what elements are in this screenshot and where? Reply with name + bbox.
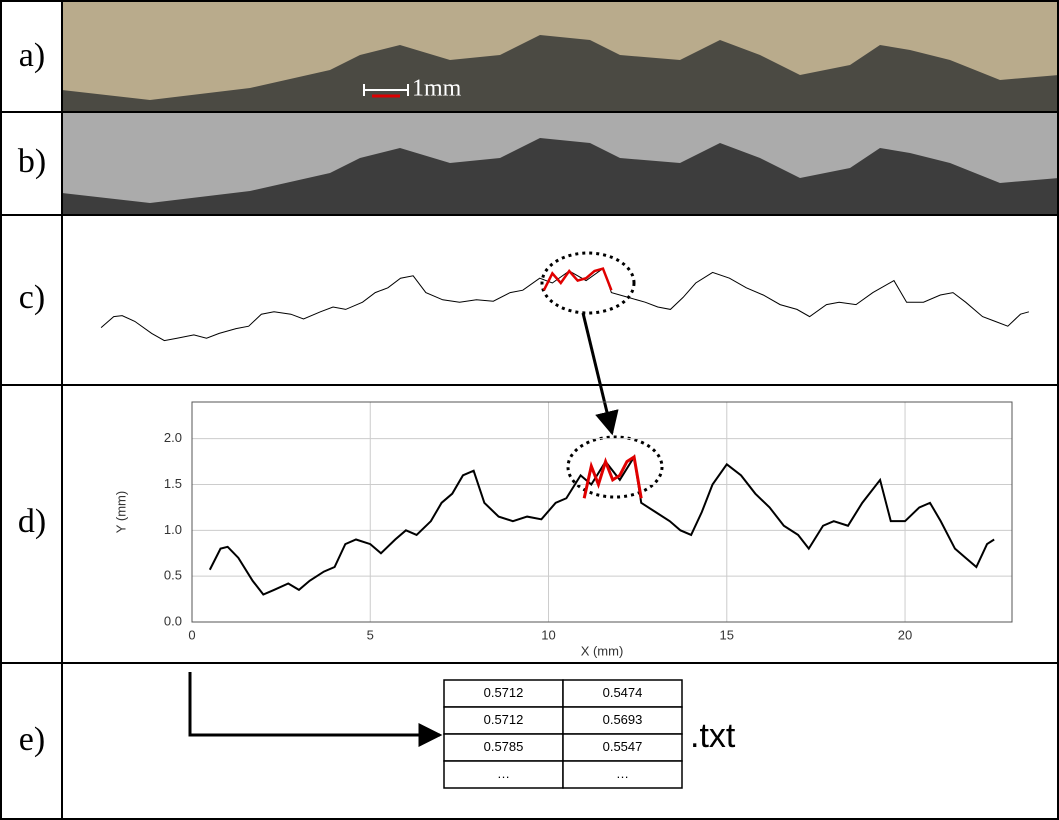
arrow — [190, 672, 440, 735]
y-tick-label: 0.5 — [164, 568, 182, 583]
x-axis-label: X (mm) — [581, 643, 624, 658]
y-tick-label: 0.0 — [164, 613, 182, 628]
table-text: 0.5693 — [603, 712, 643, 727]
table-text: 0.5547 — [603, 739, 643, 754]
panel-label: a) — [19, 37, 45, 74]
data-table: 0.5712 0.5474 0.5712 0.5693 0.5785 0.5547 … … — [444, 680, 682, 788]
y-tick-label: 1.0 — [164, 522, 182, 537]
panel-label: d) — [18, 503, 46, 540]
table-text: … — [616, 766, 629, 781]
table-text: … — [497, 766, 510, 781]
arrow — [583, 313, 612, 433]
table-text: 0.5712 — [484, 685, 524, 700]
figure: 1mm a) b) c) d) e) 0.57120.54740.57120.5… — [0, 0, 1059, 820]
file-extension: .txt — [690, 717, 736, 755]
table-text: 0.5712 — [484, 712, 524, 727]
highlight-ellipse — [542, 253, 634, 313]
table-text: 0.5474 — [603, 685, 643, 700]
y-tick-label: 1.5 — [164, 476, 182, 491]
panel-label: e) — [19, 721, 45, 758]
traced-profile — [101, 269, 1029, 341]
x-tick-label: 5 — [367, 627, 374, 642]
panel-label: c) — [19, 279, 45, 316]
y-axis-label: Y (mm) — [113, 491, 128, 533]
scale-label: 1mm — [412, 76, 462, 102]
x-tick-label: 15 — [720, 627, 734, 642]
photo-b — [62, 112, 1059, 215]
x-tick-label: 10 — [541, 627, 555, 642]
photo-a — [62, 2, 1059, 112]
y-tick-label: 2.0 — [164, 430, 182, 445]
x-tick-label: 20 — [898, 627, 912, 642]
panel-label: b) — [18, 143, 46, 180]
table-text: 0.5785 — [484, 739, 524, 754]
x-tick-label: 0 — [188, 627, 195, 642]
highlight-ellipse — [568, 437, 662, 497]
traced-profile — [544, 269, 611, 291]
